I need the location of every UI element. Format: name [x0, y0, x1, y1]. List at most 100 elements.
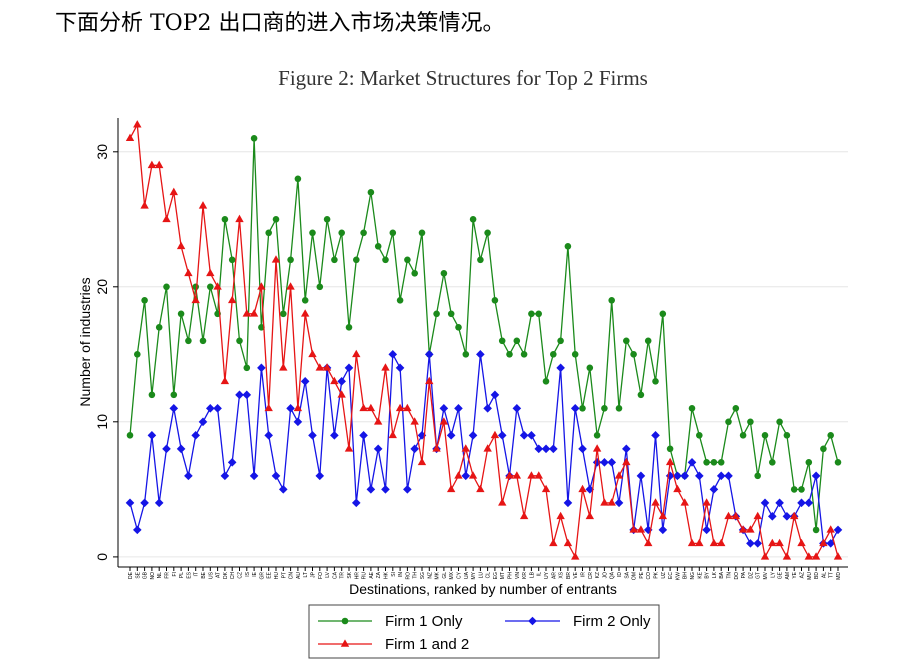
point-firm-1-and-2: [169, 187, 178, 196]
point-firm-2-only: [300, 377, 310, 386]
point-firm-2-only: [695, 471, 704, 481]
x-tick-label: IN: [398, 572, 404, 577]
point-firm-2-only: [673, 471, 682, 481]
point-firm-1-and-2: [468, 471, 478, 479]
point-firm-1-and-2: [235, 214, 244, 223]
point-firm-1-only: [236, 337, 243, 345]
x-tick-label: PL: [179, 572, 185, 578]
point-firm-1-and-2: [563, 538, 573, 547]
point-firm-2-only: [519, 431, 529, 440]
point-firm-1-and-2: [592, 444, 602, 452]
point-firm-1-only: [739, 432, 747, 439]
point-firm-1-and-2: [797, 538, 806, 547]
point-firm-1-only: [207, 283, 214, 291]
point-firm-1-and-2: [344, 444, 354, 452]
point-firm-1-only: [790, 486, 798, 493]
point-firm-2-only: [709, 485, 719, 494]
point-firm-1-and-2: [680, 498, 689, 506]
point-firm-1-only: [528, 310, 535, 318]
point-firm-1-and-2: [191, 295, 200, 304]
point-firm-1-only: [798, 486, 805, 493]
point-firm-1-only: [827, 432, 834, 439]
point-firm-1-and-2: [293, 403, 303, 412]
point-firm-1-and-2: [571, 552, 580, 560]
series-firm-1-and-2: [125, 120, 843, 560]
point-firm-1-only: [608, 297, 615, 304]
x-tick-label: MT: [500, 572, 506, 579]
x-tick-label: CL: [486, 572, 492, 579]
point-firm-1-only: [287, 256, 294, 264]
point-firm-1-only: [367, 189, 375, 196]
point-firm-1-and-2: [490, 430, 500, 439]
point-firm-1-only: [440, 270, 448, 277]
legend-label-firm-1-only: Firm 1 Only: [385, 613, 463, 630]
point-firm-1-only: [323, 216, 331, 223]
point-firm-1-only: [331, 256, 338, 264]
figure-title: Figure 2: Market Structures for Top 2 Fi…: [278, 66, 648, 90]
point-firm-1-only: [834, 459, 842, 466]
point-firm-1-and-2: [220, 376, 230, 385]
point-firm-1-only: [564, 243, 572, 250]
point-firm-1-and-2: [746, 525, 755, 533]
point-firm-1-and-2: [300, 309, 310, 317]
point-firm-1-only: [659, 310, 667, 318]
x-tick-label: SE: [135, 571, 141, 578]
point-firm-1-only: [783, 432, 791, 439]
x-tick-label: HR: [354, 572, 360, 580]
point-firm-1-only: [491, 297, 499, 304]
point-firm-1-only: [345, 324, 353, 331]
point-firm-2-only: [476, 350, 485, 359]
point-firm-1-and-2: [381, 363, 390, 371]
point-firm-1-only: [163, 283, 170, 291]
point-firm-2-only: [600, 458, 609, 467]
point-firm-1-and-2: [811, 552, 821, 560]
point-firm-2-only: [249, 471, 259, 481]
x-tick-label: US: [208, 571, 214, 579]
point-firm-1-and-2: [476, 484, 485, 493]
x-tick-label: RU: [362, 572, 368, 580]
point-firm-1-only: [542, 378, 550, 385]
point-firm-1-and-2: [352, 349, 361, 358]
y-axis-title: Number of industries: [77, 277, 93, 406]
legend-entry-firm-2-only: Firm 2 Only: [505, 613, 651, 630]
x-tick-label: BD: [814, 572, 820, 579]
point-firm-2-only: [381, 485, 390, 494]
point-firm-1-only: [776, 418, 783, 426]
y-tick-label: 20: [94, 279, 110, 295]
point-firm-2-only: [154, 498, 164, 508]
point-firm-2-only: [578, 444, 587, 454]
x-tick-label: EC: [668, 572, 674, 579]
x-tick-label: SA: [624, 571, 630, 578]
x-tick-label: TR: [340, 572, 346, 579]
point-firm-1-and-2: [147, 160, 157, 169]
legend-label-firm-2-only: Firm 2 Only: [573, 613, 651, 630]
y-tick-label: 30: [94, 144, 110, 160]
x-tick-label: HU: [274, 572, 280, 580]
point-firm-2-only: [512, 404, 522, 413]
point-firm-1-only: [280, 310, 287, 318]
point-firm-2-only: [746, 539, 755, 548]
x-tick-label: FO: [318, 572, 324, 579]
point-firm-2-only: [651, 431, 660, 440]
point-firm-1-and-2: [279, 363, 288, 371]
point-firm-1-only: [520, 351, 528, 358]
point-firm-2-only: [753, 539, 763, 548]
point-firm-2-only: [373, 444, 383, 454]
x-tick-label: MY: [471, 571, 477, 579]
point-firm-1-and-2: [775, 538, 784, 547]
point-firm-2-only: [775, 498, 784, 508]
point-firm-1-only: [630, 351, 637, 358]
x-tick-label: FR: [165, 572, 171, 579]
point-firm-2-only: [227, 458, 237, 467]
x-tick-label: NZ: [427, 572, 433, 579]
point-firm-2-only: [169, 404, 179, 413]
x-tick-label: TH: [413, 572, 419, 579]
point-firm-1-only: [411, 270, 419, 277]
legend-entry-firm-1-only: Firm 1 Only: [318, 613, 463, 630]
point-firm-2-only: [191, 431, 200, 440]
point-firm-1-only: [703, 459, 710, 466]
point-firm-2-only: [424, 350, 434, 359]
point-firm-1-and-2: [505, 471, 514, 479]
y-tick-label: 10: [94, 414, 110, 430]
point-firm-2-only: [264, 431, 273, 440]
